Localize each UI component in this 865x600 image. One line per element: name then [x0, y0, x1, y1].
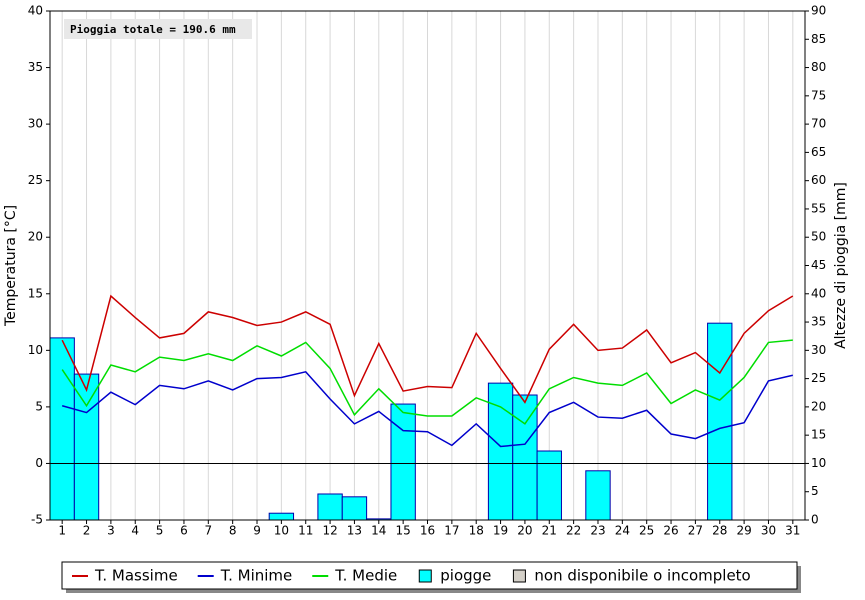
x-tick-label: 18 — [469, 524, 484, 538]
x-tick-label: 15 — [396, 524, 411, 538]
y2-tick-label: 0 — [811, 513, 819, 527]
y-tick-label: 20 — [28, 230, 43, 244]
bar — [73, 373, 100, 521]
x-tick-label: 3 — [107, 524, 115, 538]
bar — [268, 512, 295, 521]
bar — [707, 322, 733, 521]
y2-tick-label: 90 — [811, 4, 826, 18]
line-series — [61, 339, 793, 425]
x-tick-label: 9 — [253, 524, 261, 538]
y2-tick-label: 40 — [811, 286, 826, 300]
y2-tick-label: 45 — [811, 258, 826, 272]
x-tick-label: 17 — [444, 524, 459, 538]
y2-tick-label: 55 — [811, 201, 826, 215]
y2-tick-label: 70 — [811, 117, 826, 131]
x-tick-label: 7 — [204, 524, 212, 538]
bar — [585, 470, 611, 521]
y2-tick-label: 30 — [811, 343, 826, 357]
y2-tick-label: 10 — [811, 456, 826, 470]
x-tick-label: 23 — [590, 524, 605, 538]
y-tick-label: -5 — [31, 513, 43, 527]
y-tick-label: 30 — [28, 117, 43, 131]
y-axis-label: Temperatura [°C] — [3, 205, 19, 327]
x-tick-label: 30 — [761, 524, 776, 538]
y2-tick-label: 5 — [811, 484, 819, 498]
legend-label: piogge — [440, 567, 491, 585]
x-tick-label: 4 — [131, 524, 139, 538]
x-tick-label: 1 — [58, 524, 66, 538]
bar — [49, 337, 75, 521]
x-tick-label: 5 — [156, 524, 164, 538]
x-tick-label: 11 — [298, 524, 313, 538]
y-tick-label: 10 — [28, 343, 43, 357]
x-tick-label: 25 — [639, 524, 654, 538]
bar — [390, 403, 416, 521]
x-tick-label: 20 — [517, 524, 532, 538]
y2-tick-label: 35 — [811, 315, 826, 329]
bar — [341, 496, 368, 521]
x-tick-label: 12 — [322, 524, 337, 538]
y-tick-label: 5 — [35, 399, 43, 413]
y2-tick-label: 60 — [811, 173, 826, 187]
x-tick-label: 14 — [371, 524, 386, 538]
legend-label: T. Massime — [94, 567, 178, 585]
x-tick-label: 13 — [347, 524, 362, 538]
y2-axis-label: Altezze di pioggia [mm] — [833, 182, 849, 349]
y2-tick-label: 20 — [811, 399, 826, 413]
legend-swatch — [418, 569, 432, 583]
x-tick-label: 19 — [493, 524, 508, 538]
x-tick-label: 27 — [688, 524, 703, 538]
y2-tick-label: 50 — [811, 230, 826, 244]
x-tick-label: 8 — [229, 524, 237, 538]
y-tick-label: 25 — [28, 173, 43, 187]
line-series — [61, 370, 793, 448]
line-series — [61, 294, 794, 404]
legend-swatch — [512, 569, 526, 583]
y2-tick-label: 15 — [811, 428, 826, 442]
legend-label: non disponibile o incompleto — [534, 567, 750, 585]
x-tick-label: 29 — [736, 524, 751, 538]
y2-tick-label: 65 — [811, 145, 826, 159]
x-tick-label: 24 — [615, 524, 630, 538]
y2-tick-label: 25 — [811, 371, 826, 385]
x-tick-label: 10 — [274, 524, 289, 538]
bar — [536, 450, 562, 521]
x-tick-label: 6 — [180, 524, 188, 538]
legend-label: T. Medie — [334, 567, 397, 585]
x-tick-label: 26 — [663, 524, 678, 538]
y2-tick-label: 85 — [811, 32, 826, 46]
bar — [512, 394, 538, 521]
x-tick-label: 22 — [566, 524, 581, 538]
x-tick-label: 2 — [83, 524, 91, 538]
y-tick-label: 15 — [28, 286, 43, 300]
annotation: Pioggia totale = 190.6 mm — [70, 23, 236, 36]
bar — [317, 493, 343, 521]
y-tick-label: 0 — [35, 456, 43, 470]
x-tick-label: 28 — [712, 524, 727, 538]
x-tick-label: 21 — [542, 524, 557, 538]
y2-tick-label: 75 — [811, 88, 826, 102]
annotation-box — [64, 19, 252, 39]
bar — [487, 382, 514, 521]
y-tick-label: 40 — [28, 4, 43, 18]
y-tick-label: 35 — [28, 60, 43, 74]
x-tick-label: 31 — [785, 524, 800, 538]
y2-tick-label: 80 — [811, 60, 826, 74]
x-tick-label: 16 — [420, 524, 435, 538]
legend-label: T. Minime — [220, 567, 293, 585]
